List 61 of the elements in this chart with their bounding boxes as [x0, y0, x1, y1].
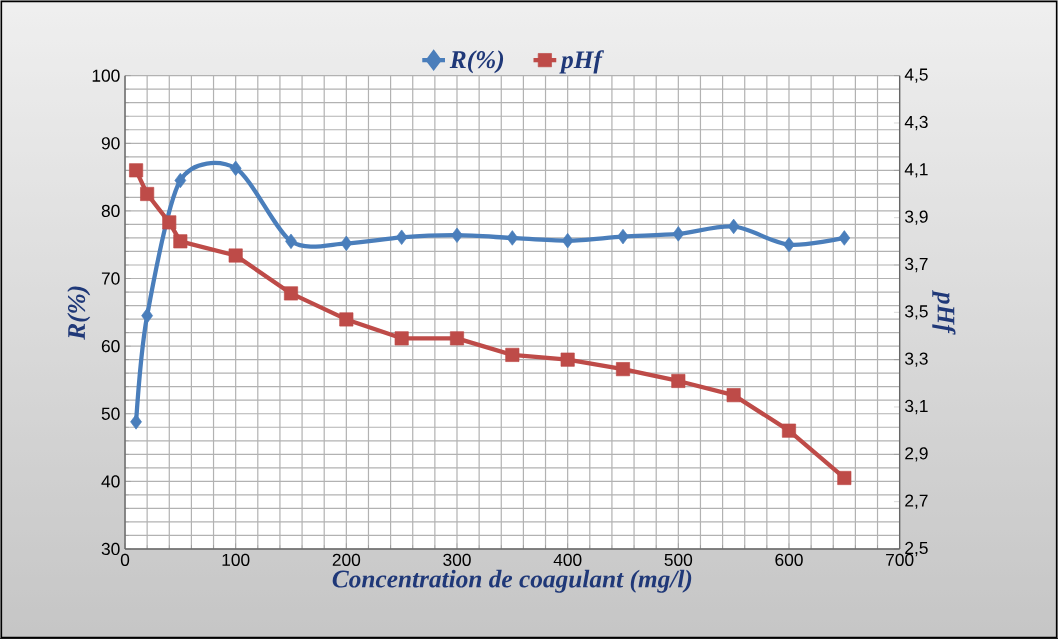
x-axis-title: Concentration de coagulant (mg/l)	[332, 569, 692, 593]
point	[617, 228, 629, 245]
y-tick-label: 100	[92, 69, 120, 82]
y2-tick-label: 2,7	[905, 494, 928, 509]
y-axis-title: R(%)	[67, 286, 91, 340]
point	[340, 235, 353, 252]
point	[837, 470, 852, 485]
point	[672, 226, 685, 242]
y2-axis-title: pHf	[932, 290, 956, 335]
point	[727, 218, 740, 235]
legend-label: pHf	[559, 50, 604, 74]
point	[285, 233, 297, 249]
point	[783, 237, 795, 253]
point	[726, 388, 741, 403]
point	[173, 234, 188, 249]
y-tick-label: 50	[101, 407, 120, 420]
point	[560, 352, 575, 367]
y2-tick-label: 3,1	[905, 399, 928, 415]
y-tick-label: 30	[101, 542, 120, 556]
point	[339, 312, 354, 327]
point	[505, 347, 520, 362]
point	[284, 286, 299, 301]
y-tick-label: 70	[101, 272, 120, 285]
point	[395, 229, 408, 245]
point	[174, 172, 187, 189]
x-tick-label: 600	[775, 553, 803, 566]
point	[228, 248, 243, 263]
point	[394, 331, 409, 346]
y2-tick-label: 4,3	[904, 115, 928, 131]
point	[141, 308, 153, 324]
y2-tick-label: 3,3	[905, 352, 928, 367]
point	[838, 230, 851, 246]
y2-tick-label: 3,9	[905, 210, 928, 225]
point	[615, 362, 630, 377]
point	[140, 186, 155, 201]
y-tick-label: 40	[101, 475, 120, 488]
legend-label: R(%)	[449, 50, 504, 74]
y2-tick-label: 4,5	[904, 68, 928, 83]
point	[449, 331, 465, 346]
point	[130, 414, 142, 430]
y-tick-label: 60	[101, 339, 120, 353]
y2-tick-label: 4,1	[904, 163, 928, 178]
point	[129, 163, 144, 178]
x-tick-label: 0	[120, 553, 130, 566]
x-tick-label: 200	[332, 553, 361, 566]
y-tick-label: 90	[101, 137, 120, 150]
x-tick-label: 300	[443, 553, 471, 566]
point	[781, 423, 796, 438]
y2-tick-label: 2,9	[905, 447, 928, 462]
point	[229, 160, 242, 176]
x-tick-label: 500	[664, 553, 693, 566]
y2-tick-label: 3,5	[905, 305, 928, 320]
x-tick-label: 100	[222, 553, 250, 566]
x-tick-label: 400	[553, 553, 582, 566]
point	[506, 230, 519, 246]
y-tick-label: 80	[101, 204, 120, 218]
point	[561, 232, 574, 249]
point	[671, 373, 686, 388]
y2-tick-label: 3,7	[905, 257, 928, 273]
point	[451, 227, 463, 243]
point	[162, 215, 177, 230]
